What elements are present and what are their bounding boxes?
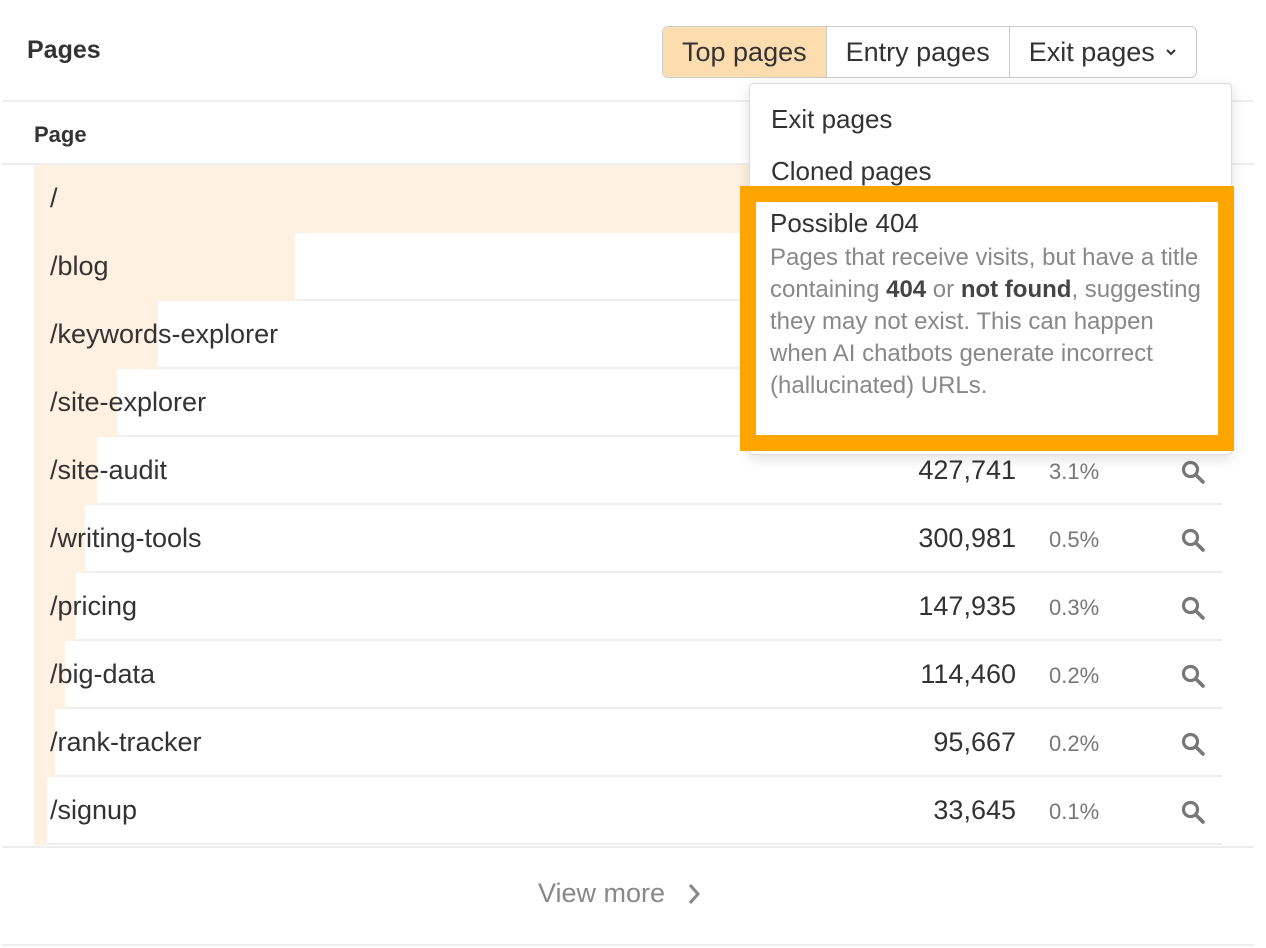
desc-bold: not found	[960, 276, 1072, 303]
page-path[interactable]: /rank-tracker	[50, 727, 202, 757]
search-icon[interactable]	[1180, 595, 1206, 621]
page-path[interactable]: /blog	[50, 251, 109, 281]
search-icon[interactable]	[1180, 527, 1206, 553]
traffic-bar	[34, 573, 76, 641]
page-visits: 147,935	[918, 591, 1016, 621]
desc-text: Pages that receive visits, but have a ti…	[770, 244, 1199, 303]
page-visits: 33,645	[933, 795, 1016, 825]
table-row: /blog	[34, 233, 1222, 301]
page-path[interactable]: /keywords-explorer	[50, 319, 279, 349]
tab-top-pages[interactable]: Top pages	[663, 27, 827, 77]
dropdown-item-exit-pages[interactable]: Exit pages	[771, 104, 893, 134]
page-path[interactable]: /signup	[50, 795, 138, 825]
table-row: /writing-tools 300,981 0.5%	[34, 505, 1222, 573]
table-row: /big-data 114,460 0.2%	[34, 641, 1222, 709]
page-percent: 0.5%	[1049, 527, 1100, 552]
divider	[2, 163, 1254, 165]
page-path[interactable]: /writing-tools	[50, 523, 202, 553]
page-percent: 0.3%	[1049, 595, 1100, 620]
table-row: /rank-tracker 95,667 0.2%	[34, 709, 1222, 777]
view-more-label: View more	[538, 878, 666, 908]
page-path[interactable]: /pricing	[50, 591, 138, 621]
page-percent: 0.2%	[1049, 731, 1100, 756]
page-path[interactable]: /site-explorer	[50, 387, 207, 417]
table-row: /keywords-explorer	[34, 301, 1222, 369]
search-icon[interactable]	[1180, 731, 1206, 757]
table-row: /pricing 147,935 0.3%	[34, 573, 1222, 641]
table-row: /signup 33,645 0.1%	[34, 777, 1222, 845]
page-visits: 300,981	[918, 523, 1016, 553]
dropdown-item-cloned-pages[interactable]: Cloned pages	[771, 156, 932, 186]
traffic-bar	[34, 437, 97, 505]
search-icon[interactable]	[1180, 663, 1206, 689]
page-path[interactable]: /big-data	[50, 659, 156, 689]
page-type-tabs: Top pages Entry pages Exit pages	[662, 26, 1197, 78]
traffic-bar	[34, 777, 48, 845]
divider	[2, 846, 1254, 848]
table-row: /site-audit 427,741 3.1%	[34, 437, 1222, 505]
page-percent: 0.2%	[1049, 663, 1100, 688]
desc-text: , suggesting they may not exist. This ca…	[770, 276, 1201, 399]
page-percent: 3.1%	[1049, 459, 1100, 484]
column-header-page: Page	[34, 122, 87, 147]
possible-404-title: Possible 404	[770, 208, 919, 238]
traffic-bar	[34, 641, 65, 709]
dropdown-item-possible-404[interactable]: Possible 404 Pages that receive visits, …	[740, 186, 1234, 451]
traffic-bar	[34, 301, 158, 369]
traffic-bar	[34, 709, 56, 777]
search-icon[interactable]	[1180, 799, 1206, 825]
page-percent: 0.1%	[1049, 799, 1100, 824]
possible-404-description: Pages that receive visits, but have a ti…	[770, 242, 1210, 402]
page-path[interactable]: /	[50, 183, 58, 213]
traffic-bar	[34, 505, 86, 573]
search-icon[interactable]	[1180, 459, 1206, 485]
desc-bold: 404	[886, 276, 927, 303]
page-visits: 95,667	[933, 727, 1016, 757]
table-row: /site-explorer	[34, 369, 1222, 437]
tab-entry-pages[interactable]: Entry pages	[827, 27, 1010, 77]
divider	[2, 944, 1254, 946]
chevron-right-icon	[688, 883, 701, 904]
view-more-button[interactable]: View more	[538, 878, 701, 909]
section-title: Pages	[27, 36, 101, 64]
traffic-bar	[34, 233, 296, 301]
page-path[interactable]: /site-audit	[50, 455, 168, 485]
divider	[2, 100, 1254, 102]
desc-text: or	[926, 276, 961, 303]
tab-exit-pages-label: Exit pages	[1028, 37, 1155, 67]
traffic-bar	[34, 369, 118, 437]
page-visits: 427,741	[918, 455, 1016, 485]
tab-exit-pages[interactable]: Exit pages	[1010, 27, 1196, 77]
chevron-down-icon	[1166, 49, 1176, 56]
page-visits: 114,460	[920, 659, 1016, 689]
